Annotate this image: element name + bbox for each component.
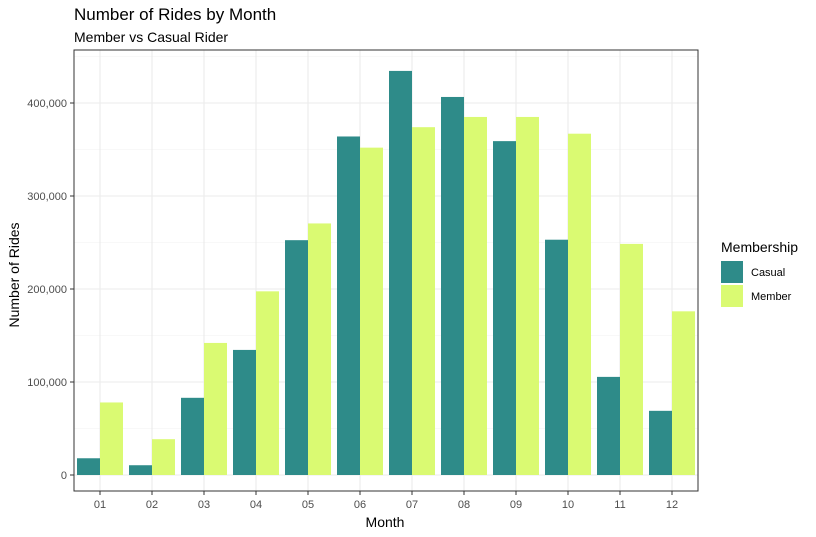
- bar-member-10: [568, 133, 591, 475]
- grid-minor: [74, 56, 698, 429]
- y-axis: 0 100,000 200,000 300,000 400,000: [27, 98, 74, 482]
- bar-member-07: [412, 127, 435, 476]
- bar-casual-10: [545, 239, 568, 475]
- legend-label-member: Member: [751, 291, 792, 303]
- x-axis: 01 02 03 04 05 06 07 08 09 10 11 12: [94, 491, 678, 511]
- y-tick-label: 300,000: [27, 191, 67, 203]
- chart-subtitle: Member vs Casual Rider: [74, 29, 228, 45]
- legend-swatch-casual: [721, 261, 743, 283]
- bar-member-12: [672, 311, 695, 475]
- x-tick-label: 07: [406, 499, 418, 511]
- bar-casual-11: [597, 376, 620, 475]
- bar-casual-02: [129, 465, 152, 475]
- chart-title: Number of Rides by Month: [74, 5, 276, 24]
- bars: [77, 70, 695, 476]
- bar-casual-07: [389, 70, 412, 475]
- x-tick-label: 10: [562, 499, 574, 511]
- bar-casual-05: [285, 240, 308, 475]
- y-tick-label: 0: [61, 470, 67, 482]
- x-tick-label: 11: [614, 499, 625, 511]
- x-tick-label: 05: [302, 499, 314, 511]
- bar-member-05: [308, 223, 331, 475]
- bar-member-03: [204, 342, 227, 475]
- x-tick-label: 08: [458, 499, 470, 511]
- x-axis-title: Month: [366, 514, 405, 530]
- bar-member-04: [256, 291, 279, 475]
- y-axis-title: Number of Rides: [6, 222, 22, 327]
- bar-member-09: [516, 116, 539, 475]
- y-tick-label: 200,000: [27, 284, 67, 296]
- bar-member-01: [100, 402, 123, 475]
- x-tick-label: 12: [666, 499, 678, 511]
- bar-casual-09: [493, 141, 516, 475]
- legend-item-member: Member: [721, 285, 792, 307]
- bar-member-06: [360, 147, 383, 475]
- bar-member-08: [464, 116, 487, 475]
- x-tick-label: 06: [354, 499, 366, 511]
- bar-casual-04: [233, 349, 256, 475]
- y-tick-label: 100,000: [27, 377, 67, 389]
- x-tick-label: 01: [94, 499, 106, 511]
- plot-panel: [74, 50, 698, 491]
- bar-casual-06: [337, 136, 360, 476]
- legend-title: Membership: [721, 239, 798, 255]
- y-tick-label: 400,000: [27, 98, 67, 110]
- plot-area: 0 100,000 200,000 300,000 400,000 01 02 03 04 05…: [27, 49, 699, 511]
- x-tick-label: 09: [510, 499, 522, 511]
- legend-label-casual: Casual: [751, 267, 785, 279]
- plot-border: [73, 49, 699, 492]
- x-tick-label: 02: [146, 499, 158, 511]
- legend: Membership Casual Member: [721, 239, 798, 307]
- bar-casual-12: [649, 410, 672, 475]
- legend-swatch-member: [721, 285, 743, 307]
- bar-casual-01: [77, 458, 100, 475]
- x-tick-label: 04: [250, 499, 262, 511]
- bar-casual-08: [441, 96, 464, 475]
- bar-member-11: [620, 243, 643, 475]
- bar-casual-03: [181, 397, 204, 475]
- x-tick-label: 03: [198, 499, 210, 511]
- bar-member-02: [152, 439, 175, 475]
- legend-item-casual: Casual: [721, 261, 785, 283]
